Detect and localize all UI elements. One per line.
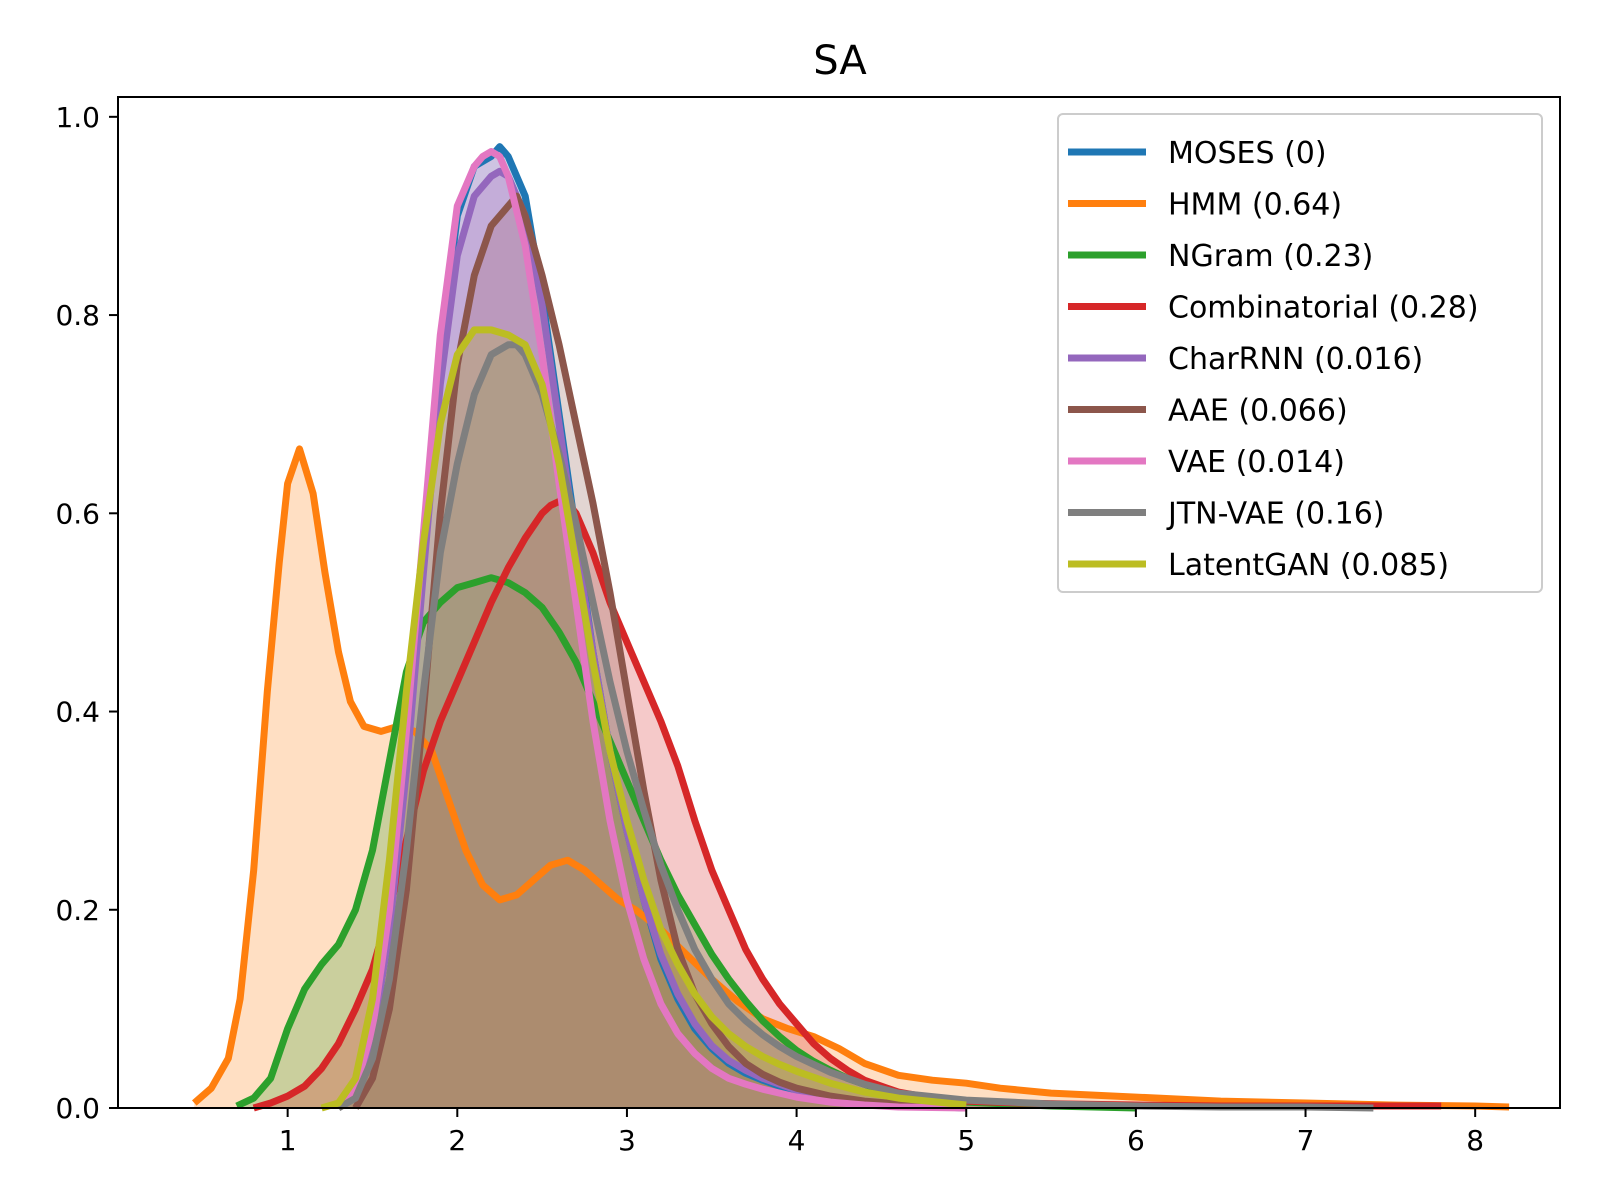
x-tick-label: 8: [1466, 1124, 1484, 1157]
legend-label-combinatorial: Combinatorial (0.28): [1168, 291, 1479, 326]
y-tick-label: 0.0: [55, 1092, 100, 1125]
axes: 1 2 3 4 5 6 7 8 0.0 0.2 0.4 0.6 0.8 1.0: [55, 101, 1484, 1157]
y-tick-label: 0.8: [55, 299, 100, 332]
series-area-moses: [338, 146, 967, 1109]
legend-label-hmm: HMM (0.64): [1168, 188, 1342, 223]
x-tick-label: 6: [1127, 1124, 1145, 1157]
series-line-jtn-vae: [336, 341, 1374, 1112]
legend-label-aae: AAE (0.066): [1168, 394, 1348, 429]
x-tick-label: 5: [957, 1124, 975, 1157]
plot-frame: [117, 96, 1561, 1109]
legend: MOSES (0) HMM (0.64) NGram (0.23) Combinato…: [1057, 113, 1543, 593]
series-area-combinatorial: [253, 501, 1442, 1108]
series-areas: [194, 146, 1510, 1109]
legend-label-moses: MOSES (0): [1168, 136, 1327, 171]
series-line-vae: [335, 148, 967, 1112]
x-tick-label: 2: [448, 1124, 466, 1157]
series-area-vae: [338, 151, 967, 1108]
y-tick-label: 0.2: [55, 894, 100, 927]
legend-label-jtn-vae: JTN-VAE (0.16): [1166, 497, 1385, 532]
x-tick-label: 7: [1297, 1124, 1315, 1157]
series-area-hmm: [194, 448, 1510, 1108]
x-tick-label: 3: [618, 1124, 636, 1157]
legend-label-vae: VAE (0.014): [1168, 445, 1345, 480]
series-line-aae: [352, 192, 967, 1112]
series-area-charrnn: [338, 171, 967, 1109]
y-tick-label: 1.0: [55, 101, 100, 134]
legend-label-charrnn: CharRNN (0.016): [1168, 342, 1423, 377]
y-tick-label: 0.6: [55, 497, 100, 530]
series-line-hmm: [192, 445, 1510, 1111]
series-area-latentgan: [321, 329, 967, 1108]
series-area-ngram: [236, 577, 1136, 1108]
legend-label-ngram: NGram (0.23): [1168, 239, 1373, 274]
legend-label-latentgan: LatentGAN (0.085): [1168, 548, 1449, 583]
x-tick-label: 1: [279, 1124, 297, 1157]
y-tick-label: 0.4: [55, 696, 100, 729]
chart-title: SA: [813, 38, 867, 84]
series-line-latentgan: [320, 326, 967, 1112]
series-lines: [192, 143, 1510, 1112]
series-area-jtn-vae: [338, 344, 1374, 1108]
x-tick-label: 4: [788, 1124, 806, 1157]
series-area-aae: [355, 196, 967, 1109]
legend-box: [1057, 113, 1543, 593]
